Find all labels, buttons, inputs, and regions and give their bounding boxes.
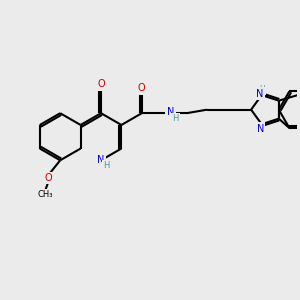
Text: N: N (256, 124, 264, 134)
Text: H: H (103, 161, 110, 170)
Text: H: H (259, 85, 265, 94)
Text: O: O (138, 83, 146, 93)
Text: N: N (97, 155, 105, 165)
Text: O: O (45, 173, 52, 183)
Text: N: N (167, 107, 174, 117)
Text: O: O (97, 79, 105, 89)
Text: H: H (172, 114, 179, 123)
Text: CH₃: CH₃ (37, 190, 52, 199)
Text: N: N (256, 88, 263, 99)
